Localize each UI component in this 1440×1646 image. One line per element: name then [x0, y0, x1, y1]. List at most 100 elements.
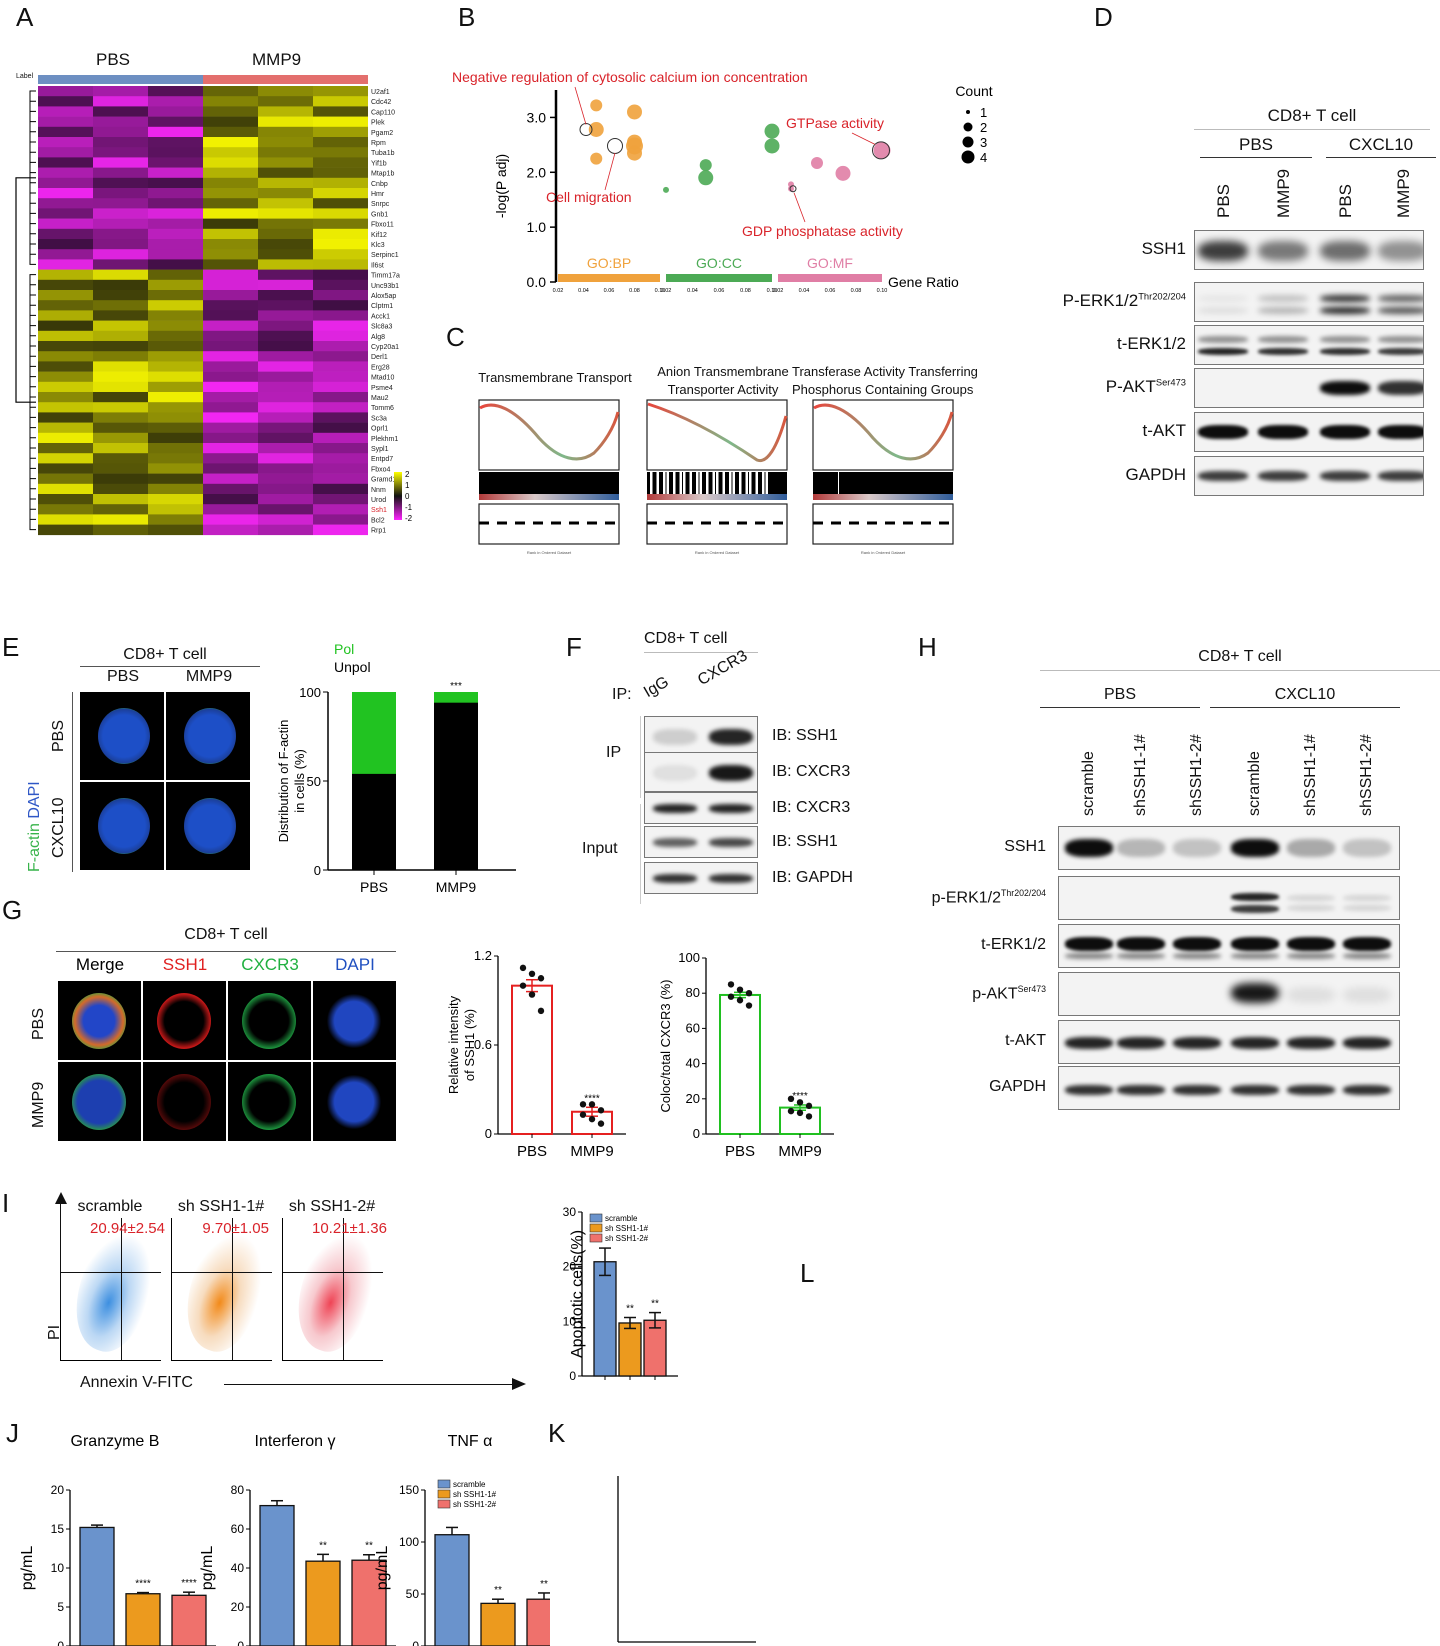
heatmap-group-pbs: PBS — [96, 50, 131, 69]
protein-band — [1378, 336, 1423, 343]
protein-band — [1258, 348, 1308, 355]
x-axis-label: Annexin V-FITC — [80, 1374, 193, 1391]
protein-band — [1173, 953, 1221, 959]
heatmap-gene-label: Yif1b — [371, 160, 387, 167]
svg-text:0: 0 — [569, 1369, 576, 1383]
blot-strip — [1058, 826, 1400, 870]
blot-strip — [644, 792, 758, 824]
heatmap: U2af1 Cdc42 Cap110 Plek Pgam2 Rpm Tuba1b Yif1b M… — [15, 86, 413, 536]
section-input: Input — [582, 840, 618, 857]
heatmap-gene-label: Mtap1b — [371, 171, 394, 178]
svg-text:100: 100 — [299, 685, 321, 700]
protein-band — [1320, 295, 1370, 302]
lane-label: shSSH1-2# — [1188, 734, 1205, 816]
heatmap-gene-label: Rrp1 — [371, 528, 386, 535]
cell-image — [184, 708, 236, 764]
svg-text:80: 80 — [231, 1483, 245, 1497]
blot-header: CD8+ T cell — [1267, 106, 1357, 125]
svg-text:Unpol: Unpol — [334, 659, 371, 675]
heatmap-gene-label: Fbxo11 — [371, 222, 394, 229]
gsea-enrichment-plot: Rank in Ordered Dataset — [478, 399, 620, 555]
micrograph — [313, 981, 396, 1060]
svg-text:GTPase activity: GTPase activity — [786, 115, 884, 131]
protein-band — [1065, 1085, 1113, 1095]
svg-text:TNF α: TNF α — [448, 1433, 493, 1450]
lane-label: scramble — [1080, 751, 1097, 816]
protein-band — [1231, 893, 1279, 901]
svg-text:in cells (%): in cells (%) — [292, 749, 307, 813]
micrograph — [166, 782, 250, 870]
svg-text:0.04: 0.04 — [799, 288, 810, 294]
protein-band — [1065, 937, 1113, 951]
blot-row-label: GAPDH — [1125, 464, 1186, 484]
svg-text:**: ** — [626, 1304, 634, 1315]
channel-label: DAPI — [335, 955, 375, 974]
protein-band — [709, 838, 753, 847]
heatmap-gene-label: Tomm6 — [371, 405, 394, 412]
heatmap-gene-label: Hmr — [371, 191, 385, 198]
protein-band — [653, 838, 697, 847]
blot-strip — [1058, 1020, 1400, 1064]
svg-text:Granzyme B: Granzyme B — [71, 1433, 160, 1450]
panel-label-g: G — [2, 895, 23, 925]
protein-band — [653, 765, 697, 781]
blot-group-pbs: PBS — [1103, 686, 1136, 703]
micrograph — [58, 981, 141, 1060]
lane-label: shSSH1-1# — [1132, 734, 1149, 816]
svg-text:pg/mL: pg/mL — [20, 1546, 36, 1591]
protein-band — [1117, 1085, 1165, 1095]
panel-label-d: D — [1094, 2, 1113, 32]
y-axis-label: PI — [46, 1324, 63, 1340]
section-ip: IP — [606, 744, 622, 761]
svg-text:2: 2 — [980, 120, 987, 135]
protein-band — [1378, 241, 1423, 261]
svg-text:30: 30 — [563, 1205, 577, 1219]
protein-band — [1231, 1085, 1279, 1095]
protein-band — [1065, 1037, 1113, 1049]
protein-band — [1231, 937, 1279, 951]
protein-band — [1117, 953, 1165, 959]
heatmap-gene-label: Cdc42 — [371, 99, 391, 106]
panel-label-b: B — [458, 2, 476, 32]
protein-band — [1231, 953, 1279, 959]
blot-row-label: t-ERK1/2 — [1117, 333, 1186, 353]
panel-label-k: K — [548, 1418, 566, 1448]
svg-text:****: **** — [584, 1093, 600, 1104]
lane-label: PBS — [1335, 183, 1355, 218]
micrograph — [143, 981, 226, 1060]
protein-band — [1320, 241, 1370, 261]
cell-image — [242, 993, 296, 1049]
protein-band — [1198, 471, 1248, 481]
blot-strip — [1058, 876, 1400, 920]
svg-text:0.02: 0.02 — [773, 288, 784, 294]
blot-strip — [1194, 230, 1424, 270]
protein-band — [1320, 425, 1370, 439]
protein-band — [653, 804, 697, 813]
svg-text:Cell migration: Cell migration — [546, 189, 632, 205]
heatmap-gene-label: Rpm — [371, 140, 386, 147]
svg-text:0.0: 0.0 — [527, 274, 547, 290]
svg-text:****: **** — [181, 1578, 197, 1589]
protein-band — [1378, 348, 1423, 355]
heatmap-gene-label: Ssh1 — [371, 507, 387, 514]
lane-label: MMP9 — [1273, 168, 1293, 218]
svg-text:0.04: 0.04 — [687, 288, 698, 294]
lane-label: shSSH1-1# — [1302, 734, 1319, 816]
svg-text:60: 60 — [686, 1020, 700, 1035]
row-label: PBS — [30, 1007, 47, 1040]
heatmap-label-bar-mmp9 — [203, 75, 368, 84]
flow-plot-title: sh SSH1-2# — [288, 1198, 376, 1215]
svg-text:0.04: 0.04 — [578, 288, 589, 294]
panel-label-h: H — [918, 632, 937, 662]
blot-strip — [1194, 456, 1424, 496]
lane-label: shSSH1-2# — [1358, 734, 1375, 816]
svg-text:0: 0 — [693, 1126, 700, 1141]
protein-band — [1258, 471, 1308, 481]
protein-band — [1343, 987, 1391, 1003]
micrograph — [80, 782, 164, 870]
blot-group-cxcl10: CXCL10 — [1274, 686, 1336, 703]
protein-band — [1343, 1037, 1391, 1049]
gsea-title: Transferase Activity Transferring — [792, 364, 978, 379]
f-actin-stacked-bar-e: 0 50 100 PBS MMP9 *** Pol Unpol Distribution of … — [276, 641, 516, 895]
